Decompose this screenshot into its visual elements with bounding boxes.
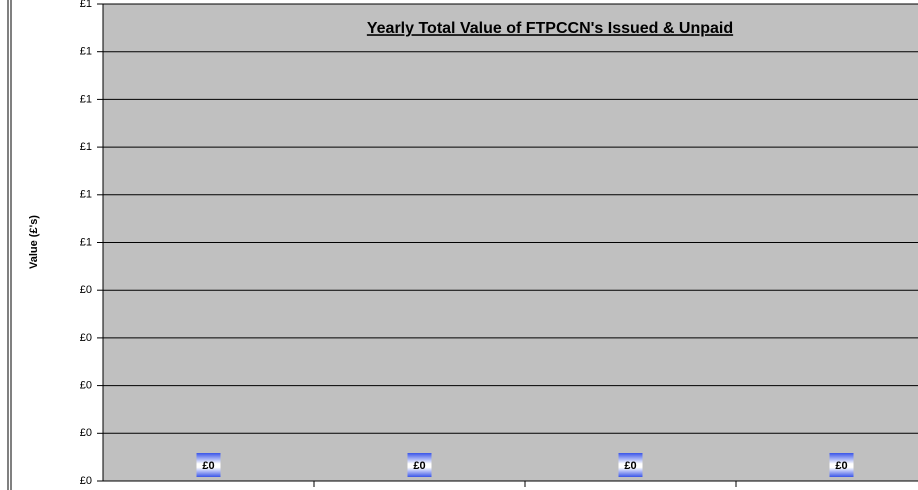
data-label-box (407, 453, 432, 477)
y-tick-label: £1 (80, 141, 92, 153)
data-label: £0 (624, 460, 636, 472)
data-label-box (618, 453, 643, 477)
y-axis-label: Value (£'s) (28, 215, 40, 269)
y-tick-label: £0 (80, 332, 92, 344)
y-tick-label: £1 (80, 236, 92, 248)
data-label-box (196, 453, 221, 477)
data-label: £0 (835, 460, 847, 472)
y-tick-label: £0 (80, 284, 92, 296)
y-tick-label: £0 (80, 380, 92, 392)
y-tick-label: £1 (80, 0, 92, 10)
y-tick-label: £0 (80, 427, 92, 439)
y-tick-label: £1 (80, 46, 92, 58)
y-tick-label: £1 (80, 93, 92, 105)
data-label: £0 (202, 460, 214, 472)
y-tick-label: £0 (80, 475, 92, 487)
data-label-box (829, 453, 854, 477)
data-label: £0 (413, 460, 425, 472)
y-tick-label: £1 (80, 189, 92, 201)
chart-title: Yearly Total Value of FTPCCN's Issued & … (367, 20, 733, 37)
